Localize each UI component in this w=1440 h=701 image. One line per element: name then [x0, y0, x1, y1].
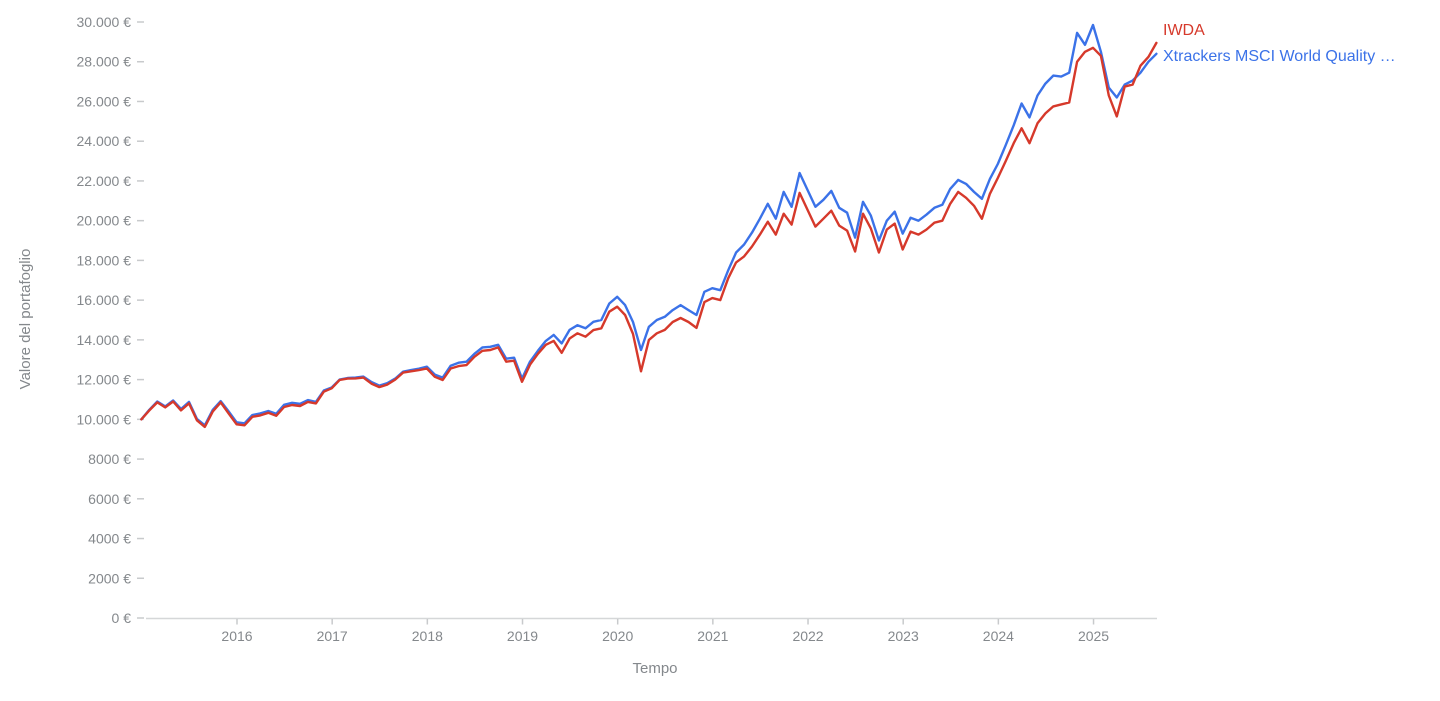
y-tick-label: 8000 € [88, 451, 131, 467]
y-tick-label: 10.000 € [77, 411, 132, 427]
y-tick-label: 4000 € [88, 531, 131, 547]
x-tick-label: 2022 [792, 628, 823, 644]
legend-item-xtrackers[interactable]: Xtrackers MSCI World Quality … [1163, 48, 1396, 65]
y-axis-title: Valore del portafoglio [17, 249, 34, 390]
x-tick-label: 2021 [697, 628, 728, 644]
y-tick-label: 12.000 € [77, 372, 132, 388]
legend-item-iwda[interactable]: IWDA [1163, 22, 1205, 39]
x-tick-label: 2018 [412, 628, 443, 644]
series-line-xtrackers-msci-world-quality-[interactable] [140, 23, 1158, 427]
series-layer [140, 23, 1158, 429]
x-axis-title: Tempo [632, 660, 677, 677]
y-tick-label: 0 € [112, 610, 132, 626]
x-tick-label: 2024 [983, 628, 1014, 644]
y-tick-label: 6000 € [88, 491, 131, 507]
x-tick-label: 2023 [888, 628, 919, 644]
y-tick-label: 14.000 € [77, 332, 132, 348]
y-tick-label: 20.000 € [77, 213, 132, 229]
axes-layer: 0 € 2000 € 4000 € 6000 € 8000 € 10.000 € 12.00… [77, 14, 1157, 644]
x-tick-label: 2019 [507, 628, 538, 644]
series-line-iwda[interactable] [140, 41, 1158, 429]
x-tick-label: 2020 [602, 628, 633, 644]
y-tick-label: 26.000 € [77, 93, 132, 109]
y-tick-label: 22.000 € [77, 173, 132, 189]
y-tick-label: 28.000 € [77, 54, 132, 70]
x-tick-label: 2025 [1078, 628, 1109, 644]
y-tick-label: 16.000 € [77, 292, 132, 308]
y-tick-label: 2000 € [88, 570, 131, 586]
x-tick-label: 2016 [221, 628, 252, 644]
y-tick-label: 18.000 € [77, 252, 132, 268]
y-tick-label: 24.000 € [77, 133, 132, 149]
y-tick-label: 30.000 € [77, 14, 132, 30]
x-tick-label: 2017 [317, 628, 348, 644]
